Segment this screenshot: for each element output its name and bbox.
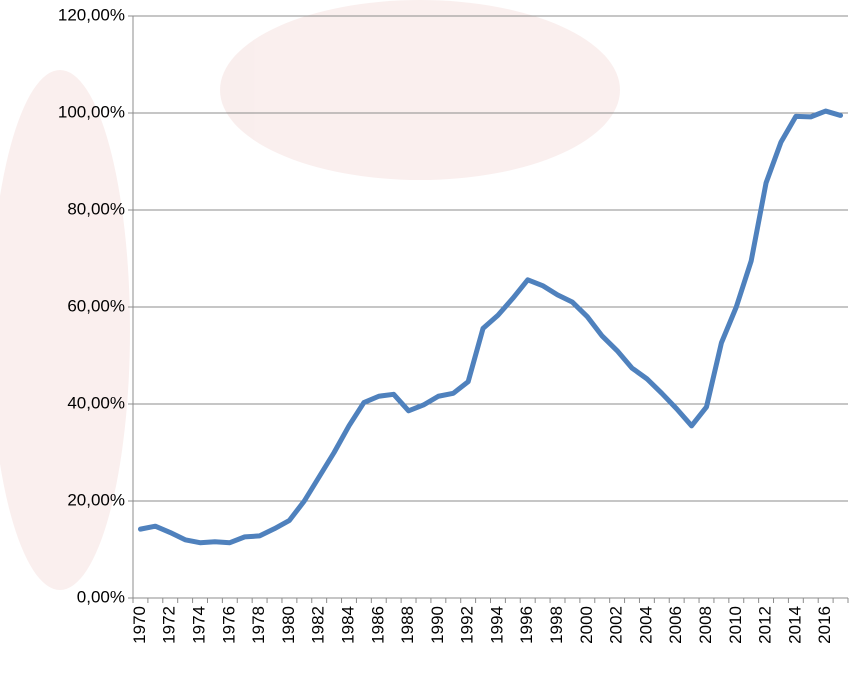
x-tick-label: 1986 [368, 606, 387, 644]
x-tick-label: 2000 [577, 606, 596, 644]
x-tick-label: 2016 [815, 606, 834, 644]
data-line [140, 111, 840, 543]
y-tick-label: 120,00% [58, 5, 125, 24]
y-tick-label: 0,00% [77, 587, 125, 606]
x-tick-label: 1976 [219, 606, 238, 644]
x-tick-label: 1988 [398, 606, 417, 644]
x-tick-label: 2012 [756, 606, 775, 644]
y-tick-label: 80,00% [67, 199, 125, 218]
x-tick-label: 1982 [309, 606, 328, 644]
y-tick-label: 40,00% [67, 393, 125, 412]
y-tick-label: 20,00% [67, 490, 125, 509]
x-tick-label: 2010 [726, 606, 745, 644]
x-tick-label: 1994 [487, 606, 506, 644]
x-tick-label: 1978 [249, 606, 268, 644]
x-tick-label: 1998 [547, 606, 566, 644]
y-tick-label: 60,00% [67, 296, 125, 315]
x-tick-label: 2014 [785, 606, 804, 644]
x-tick-label: 1980 [279, 606, 298, 644]
chart: 0,00% 20,00% 40,00% 60,00% 80,00% 100,00% 120,… [0, 0, 854, 678]
x-tick-label: 2004 [636, 606, 655, 644]
x-tick-label: 2002 [607, 606, 626, 644]
x-tick-label: 1990 [428, 606, 447, 644]
x-tick-label: 1970 [130, 606, 149, 644]
x-tick-label: 1996 [517, 606, 536, 644]
x-tick-label: 1972 [160, 606, 179, 644]
x-tick-label: 1992 [458, 606, 477, 644]
x-tick-label: 2006 [666, 606, 685, 644]
x-tick-label: 2008 [696, 606, 715, 644]
x-tick-label: 1984 [338, 606, 357, 644]
x-tick-label: 1974 [190, 606, 209, 644]
y-tick-label: 100,00% [58, 102, 125, 121]
